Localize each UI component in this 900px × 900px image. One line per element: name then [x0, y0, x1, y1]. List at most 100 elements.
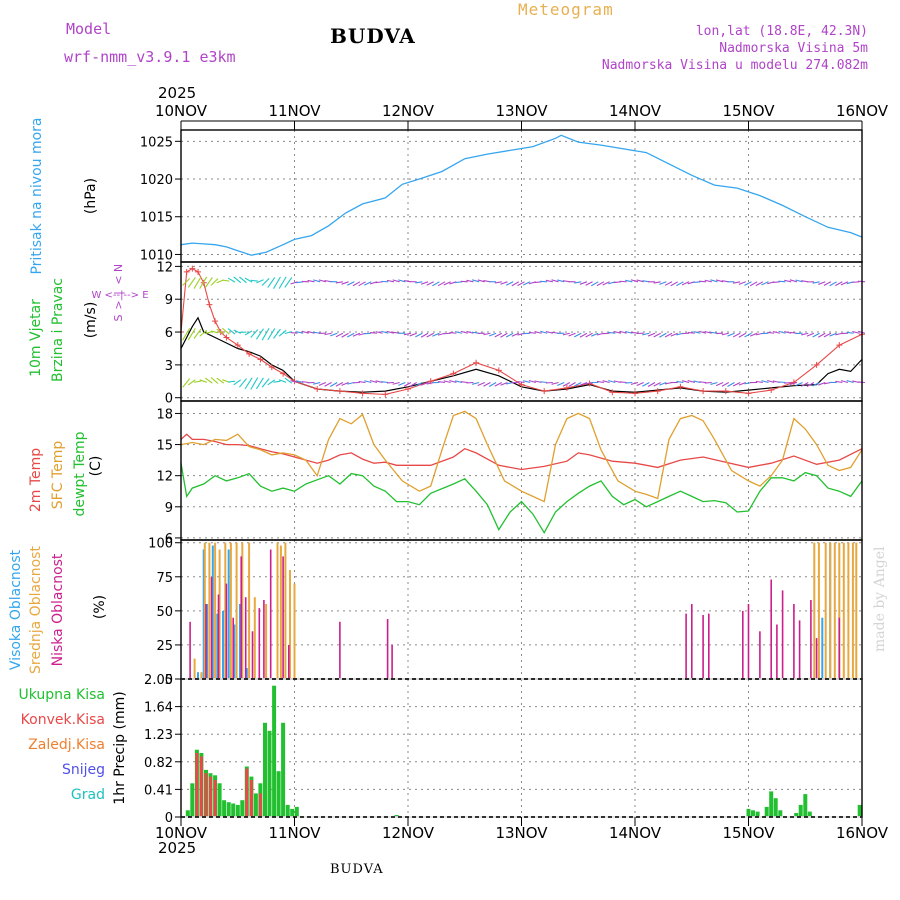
- wind-direction-arrow: [460, 381, 468, 384]
- wind-direction-arrow: [222, 327, 230, 335]
- wind-direction-arrow: [273, 380, 281, 383]
- wind-direction-arrow: [511, 332, 520, 337]
- bar-precip: [217, 783, 222, 817]
- wind-direction-arrow: [329, 382, 338, 387]
- wind-direction-arrow: [846, 379, 854, 384]
- bar-cloud: [386, 619, 389, 679]
- wind-gust-marker: [234, 342, 241, 349]
- y-tick-label: 1.23: [144, 728, 173, 743]
- wind-direction-arrow: [784, 279, 792, 283]
- x-label-bottom: 11NOV: [268, 824, 321, 842]
- wind-direction-arrow: [562, 332, 571, 336]
- wind-direction-arrow: [301, 330, 310, 334]
- grid-layer: [181, 130, 862, 817]
- wind-direction-arrow: [596, 281, 605, 287]
- wind-gust-marker: [223, 334, 230, 341]
- wind-gust-marker: [563, 384, 570, 391]
- bar-precip: [755, 811, 760, 817]
- wind-gust-marker: [654, 388, 661, 395]
- wind-direction-arrow: [398, 279, 406, 283]
- wind-direction-arrow: [738, 332, 747, 338]
- wind-gust-marker: [212, 318, 219, 325]
- bar-precip: [807, 811, 812, 817]
- wind-direction-arrow: [557, 279, 565, 283]
- wind-direction-arrow: [545, 381, 553, 384]
- bar-cloud: [208, 542, 211, 679]
- wind-direction-arrow: [267, 277, 276, 288]
- wind-direction-arrow: [227, 277, 236, 283]
- bar-cloud: [211, 545, 214, 679]
- wind-gust-marker: [677, 383, 684, 390]
- bar-cloud: [810, 600, 812, 679]
- wind-direction-arrow: [659, 281, 667, 285]
- wind-direction-arrow: [749, 332, 758, 337]
- elevation-text: Nadmorska Visina 5m: [719, 41, 868, 56]
- wind-direction-arrow: [313, 381, 321, 385]
- wind-direction-arrow: [732, 381, 741, 387]
- bar-cloud: [829, 542, 832, 679]
- wind-direction-arrow: [455, 281, 463, 284]
- wind-direction-arrow: [670, 281, 678, 287]
- x-label-bottom: 15NOV: [722, 824, 775, 842]
- wind-direction-arrow: [369, 379, 378, 384]
- wind-compass-glyph: S: [112, 314, 125, 321]
- wind-direction-arrow: [778, 330, 786, 334]
- wind-direction-arrow: [551, 279, 559, 283]
- bar-cloud: [227, 549, 230, 679]
- label-cloud-unit: (%): [92, 595, 108, 619]
- wind-direction-arrow: [392, 279, 400, 283]
- wind-direction-arrow: [244, 330, 253, 336]
- wind-direction-arrow: [653, 332, 661, 338]
- x-label-top: 13NOV: [495, 102, 548, 120]
- wind-direction-arrow: [244, 377, 253, 390]
- wind-direction-arrow: [846, 331, 854, 334]
- x-label-top: 16NOV: [836, 102, 889, 120]
- bar-cloud: [240, 556, 242, 679]
- y-tick-label: 9: [165, 501, 173, 516]
- bar-cloud: [232, 617, 234, 679]
- wind-direction-arrow: [545, 330, 554, 334]
- wind-direction-arrow: [505, 332, 514, 338]
- wind-direction-arrow: [579, 332, 588, 338]
- wind-speed-line: [180, 316, 863, 393]
- bar-precip: [857, 804, 862, 817]
- wind-direction-arrow: [659, 381, 667, 386]
- wind-direction-arrow: [733, 281, 741, 284]
- wind-gust-marker: [314, 385, 321, 392]
- bar-cloud: [269, 549, 272, 679]
- wind-gust-marker: [700, 388, 707, 395]
- wind-direction-arrow: [278, 276, 287, 289]
- label-layer: 1010101510201025036912691215180255075100…: [8, 102, 889, 842]
- wind-direction-arrow: [778, 280, 786, 283]
- wind-direction-arrow: [619, 381, 627, 384]
- wind-direction-arrow: [471, 381, 480, 385]
- y-tick-label: 100: [148, 537, 173, 552]
- wind-gust-marker: [836, 342, 843, 349]
- bar-cloud: [838, 617, 841, 679]
- wind-gust-marker: [745, 390, 752, 397]
- wind-direction-arrow: [500, 281, 508, 285]
- bar-cloud: [245, 668, 248, 679]
- bar-cloud: [288, 644, 290, 679]
- wind-direction-arrow: [290, 332, 298, 334]
- wind-direction-arrow: [381, 330, 389, 334]
- wind-direction-arrow: [829, 332, 837, 337]
- wind-direction-arrow: [324, 332, 332, 336]
- wind-direction-arrow: [267, 328, 276, 341]
- wind-direction-arrow: [403, 382, 412, 387]
- wind-direction-arrow: [755, 281, 764, 287]
- wind-direction-arrow: [261, 378, 270, 388]
- wind-direction-arrow: [534, 331, 542, 334]
- bar-cloud: [251, 631, 254, 679]
- wind-direction-arrow: [704, 279, 712, 283]
- bar-precip: [798, 804, 803, 817]
- bar-precip: [231, 803, 236, 817]
- wind-direction-arrow: [721, 382, 730, 387]
- wind-direction-arrow: [664, 332, 673, 338]
- wind-direction-arrow: [738, 381, 747, 386]
- wind-direction-arrow: [801, 332, 809, 336]
- wind-direction-arrow: [789, 279, 798, 283]
- bar-precip: [258, 793, 262, 817]
- bar-cloud: [284, 542, 287, 679]
- wind-direction-arrow: [670, 332, 678, 337]
